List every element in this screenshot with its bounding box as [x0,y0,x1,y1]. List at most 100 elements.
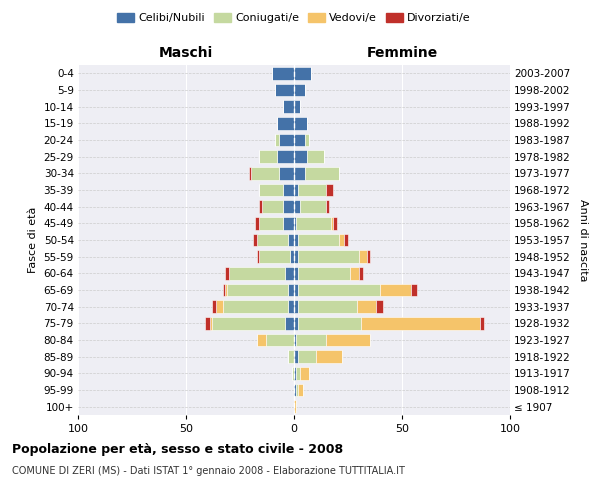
Text: Femmine: Femmine [367,46,437,60]
Bar [294,250,298,263]
Text: Popolazione per età, sesso e stato civile - 2008: Popolazione per età, sesso e stato civil… [12,442,343,456]
Bar [305,167,340,179]
Bar [326,334,370,346]
Bar [272,67,294,80]
Legend: Celibi/Nubili, Coniugati/e, Vedovi/e, Divorziati/e: Celibi/Nubili, Coniugati/e, Vedovi/e, Di… [113,8,475,28]
Bar [356,300,376,313]
Bar [294,200,301,213]
Bar [290,250,294,263]
Bar [298,300,356,313]
Bar [326,200,329,213]
Bar [259,217,283,230]
Y-axis label: Anni di nascita: Anni di nascita [578,198,587,281]
Bar [259,184,283,196]
Bar [253,234,257,246]
Bar [257,334,266,346]
Bar [216,300,223,313]
Bar [212,300,216,313]
Bar [294,317,298,330]
Bar [257,250,259,263]
Bar [225,284,227,296]
Bar [316,350,341,363]
Bar [223,284,225,296]
Bar [294,234,298,246]
Bar [301,200,326,213]
Bar [296,367,301,380]
Bar [333,217,337,230]
Bar [283,217,294,230]
Bar [298,250,359,263]
Bar [286,317,294,330]
Bar [255,217,259,230]
Bar [294,150,307,163]
Bar [229,267,286,280]
Bar [212,317,286,330]
Bar [205,317,210,330]
Bar [294,334,296,346]
Bar [292,367,294,380]
Bar [262,200,283,213]
Bar [326,184,333,196]
Bar [296,384,298,396]
Bar [294,400,296,413]
Bar [298,234,340,246]
Bar [294,300,298,313]
Bar [294,350,298,363]
Bar [259,200,262,213]
Bar [287,300,294,313]
Bar [298,267,350,280]
Bar [294,184,298,196]
Bar [350,267,359,280]
Bar [344,234,348,246]
Bar [294,217,296,230]
Bar [296,217,331,230]
Bar [283,200,294,213]
Bar [294,267,298,280]
Bar [286,267,294,280]
Bar [275,84,294,96]
Bar [298,184,326,196]
Bar [294,367,296,380]
Bar [294,384,296,396]
Bar [210,317,212,330]
Bar [294,167,305,179]
Bar [305,134,309,146]
Bar [376,300,383,313]
Bar [279,134,294,146]
Bar [359,267,363,280]
Bar [296,334,326,346]
Bar [283,184,294,196]
Bar [367,250,370,263]
Bar [294,117,307,130]
Bar [287,284,294,296]
Bar [307,150,324,163]
Bar [294,67,311,80]
Bar [283,100,294,113]
Bar [248,167,251,179]
Bar [331,217,333,230]
Y-axis label: Fasce di età: Fasce di età [28,207,38,273]
Bar [266,334,294,346]
Bar [298,284,380,296]
Bar [380,284,410,296]
Bar [298,350,316,363]
Bar [301,367,309,380]
Bar [294,84,305,96]
Bar [298,317,361,330]
Bar [277,150,294,163]
Bar [287,350,294,363]
Bar [275,134,279,146]
Bar [259,150,277,163]
Bar [259,250,290,263]
Bar [359,250,367,263]
Bar [480,317,484,330]
Bar [287,234,294,246]
Text: COMUNE DI ZERI (MS) - Dati ISTAT 1° gennaio 2008 - Elaborazione TUTTITALIA.IT: COMUNE DI ZERI (MS) - Dati ISTAT 1° genn… [12,466,405,476]
Bar [294,100,301,113]
Bar [257,234,287,246]
Bar [223,300,287,313]
Bar [251,167,279,179]
Bar [277,117,294,130]
Bar [225,267,229,280]
Bar [361,317,480,330]
